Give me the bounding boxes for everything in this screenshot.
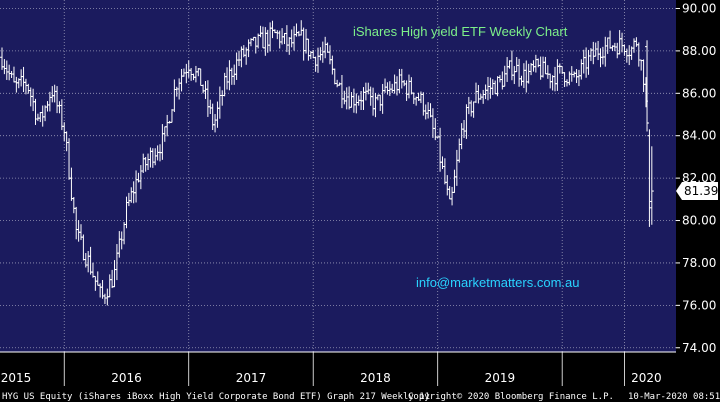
y-tick-label: 88.00 [682,44,716,58]
last-price-label: 81.39 [684,184,718,198]
y-tick-label: 82.00 [682,171,716,185]
chart-title: iShares High yield ETF Weekly Chart [353,24,568,39]
y-tick-label: 90.00 [682,1,716,15]
ohlc-bar [645,40,650,132]
x-year-label: 2018 [360,371,391,385]
x-axis: 2015 2016 2017 2018 2019 2020 [0,351,676,386]
y-tick-label: 74.00 [682,341,716,355]
y-tick-label: 80.00 [682,214,716,228]
y-tick-label: 78.00 [682,256,716,270]
last-price-badge: 81.39 [676,182,718,201]
ohlc-bar [649,146,654,225]
y-tick-label: 86.00 [682,86,716,100]
footer: HYG US Equity (iShares iBoxx High Yield … [2,392,720,402]
x-year-label: 2017 [236,371,267,385]
footer-security: HYG US Equity (iShares iBoxx High Yield … [2,392,430,402]
y-axis: 74.00 76.00 78.00 80.00 82.00 84.00 86.00 88.00… [676,1,716,355]
y-tick-label: 76.00 [682,298,716,312]
plot-background [0,0,676,352]
bars-layer [0,20,654,306]
x-year-label: 2015 [1,371,32,385]
footer-copyright: Copyright© 2020 Bloomberg Finance L.P. [408,392,614,402]
watermark: info@marketmatters.com.au [416,275,579,290]
ohlc-bar [647,129,652,227]
x-year-label: 2020 [631,371,662,385]
footer-timestamp: 10-Mar-2020 08:51:55 [628,392,720,402]
last-price-badge-shape [676,182,718,201]
x-year-label: 2016 [111,371,142,385]
x-year-label: 2019 [485,371,516,385]
y-tick-label: 84.00 [682,129,716,143]
